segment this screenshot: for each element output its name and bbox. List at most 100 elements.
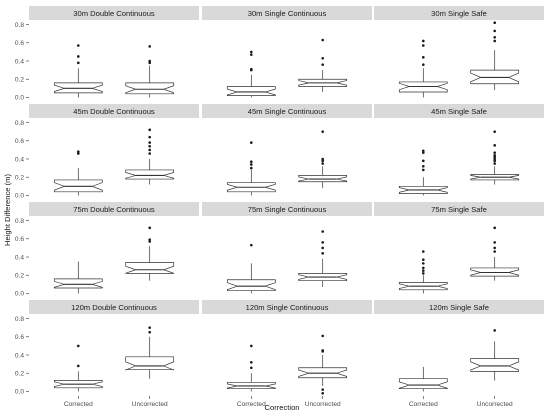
outlier-point: [493, 226, 497, 230]
outlier-point: [493, 329, 497, 332]
facet-strip: [374, 6, 544, 20]
outlier-point: [321, 388, 325, 391]
facet-panel: 45m Single Safe: [374, 104, 544, 200]
outlier-point: [422, 272, 425, 275]
outlier-point: [321, 230, 325, 233]
facet-panel: 30m Single Safe: [374, 6, 544, 102]
outlier-point: [493, 241, 497, 244]
panel-background: [202, 118, 372, 200]
outlier-point: [250, 141, 253, 144]
outlier-point: [250, 366, 253, 370]
y-tick-label: 0.6: [15, 138, 24, 145]
outlier-point: [493, 151, 497, 154]
outlier-point: [77, 150, 80, 154]
facet-strip: [202, 6, 372, 20]
outlier-point: [148, 141, 151, 144]
panel-background: [29, 20, 199, 102]
outlier-point: [77, 61, 80, 65]
outlier-point: [321, 252, 325, 255]
y-tick-label: 0.4: [15, 352, 24, 359]
y-tick-label: 0.4: [15, 58, 24, 65]
facet-panel: 45m Double Continuous 0.0 0.2 0.4 0.6 0.8: [15, 104, 199, 200]
x-tick-label: Uncorrected: [477, 401, 513, 408]
outlier-point: [148, 152, 151, 155]
outlier-point: [493, 157, 497, 161]
outlier-point: [250, 360, 253, 364]
outlier-point: [250, 160, 253, 164]
outlier-point: [321, 130, 325, 133]
x-tick-label: Uncorrected: [132, 401, 168, 408]
y-tick-label: 0.0: [15, 389, 24, 396]
outlier-point: [493, 39, 497, 43]
outlier-point: [321, 63, 325, 66]
panel-background: [29, 314, 199, 396]
outlier-point: [422, 44, 425, 47]
facet-strip: [374, 202, 544, 216]
outlier-point: [493, 29, 497, 33]
facet-strip: [29, 104, 199, 118]
outlier-point: [422, 262, 425, 265]
notched-box: [125, 262, 175, 274]
outlier-point: [250, 166, 253, 170]
outlier-point: [422, 258, 425, 262]
x-tick-label: Corrected: [237, 401, 266, 408]
outlier-point: [77, 364, 80, 368]
panel-background: [202, 20, 372, 102]
outlier-point: [422, 269, 425, 272]
facet-strip: [374, 104, 544, 118]
facet-panel: 75m Single Safe: [374, 202, 544, 298]
outlier-point: [77, 44, 80, 47]
outlier-point: [493, 159, 497, 163]
facet-title: 30m Double Continuous: [73, 9, 155, 18]
outlier-point: [148, 238, 151, 241]
notched-box: [125, 169, 175, 180]
notched-box: [226, 86, 276, 96]
outlier-point: [77, 55, 80, 58]
panel-background: [29, 216, 199, 298]
outlier-point: [148, 135, 151, 139]
y-tick-label: 0.4: [15, 254, 24, 261]
outlier-point: [493, 162, 497, 165]
outlier-point: [321, 334, 325, 338]
y-tick-label: 0.0: [15, 193, 24, 200]
outlier-point: [422, 266, 425, 270]
y-tick-label: 0.0: [15, 95, 24, 102]
outlier-point: [250, 163, 253, 166]
facet-strip: [374, 300, 544, 314]
outlier-point: [250, 243, 253, 247]
outlier-point: [250, 53, 253, 56]
facet-title: 30m Single Safe: [431, 9, 487, 18]
outlier-point: [422, 39, 425, 43]
facet-title: 120m Double Continuous: [71, 303, 157, 312]
facet-title: 45m Double Continuous: [73, 107, 155, 116]
outlier-point: [493, 246, 497, 250]
facet-title: 75m Single Safe: [431, 205, 487, 214]
facet-panel: 30m Double Continuous 0.0 0.2 0.4 0.6 0.8: [15, 6, 199, 102]
notched-box: [53, 278, 103, 289]
y-axis-title: Height Difference (m): [3, 174, 12, 246]
outlier-point: [77, 152, 80, 155]
outlier-point: [422, 151, 425, 154]
facet-panels: 30m Double Continuous0.00.20.40.60.830m …: [15, 6, 544, 408]
outlier-point: [493, 250, 497, 253]
x-tick-label: Uncorrected: [305, 401, 341, 408]
notched-box: [470, 358, 520, 372]
outlier-point: [422, 63, 425, 66]
facet-title: 120m Single Continuous: [246, 303, 329, 312]
outlier-point: [422, 159, 425, 163]
y-tick-label: 0.8: [15, 22, 24, 29]
outlier-point: [422, 250, 425, 253]
y-tick-label: 0.8: [15, 316, 24, 323]
outlier-point: [493, 130, 497, 133]
facet-title: 45m Single Safe: [431, 107, 487, 116]
outlier-point: [148, 45, 151, 48]
facet-strip: [29, 202, 199, 216]
outlier-point: [321, 391, 325, 395]
y-tick-label: 0.6: [15, 334, 24, 341]
facet-strip: [29, 6, 199, 20]
outlier-point: [493, 36, 497, 39]
y-tick-label: 0.4: [15, 156, 24, 163]
outlier-point: [321, 241, 325, 244]
outlier-point: [493, 154, 497, 157]
